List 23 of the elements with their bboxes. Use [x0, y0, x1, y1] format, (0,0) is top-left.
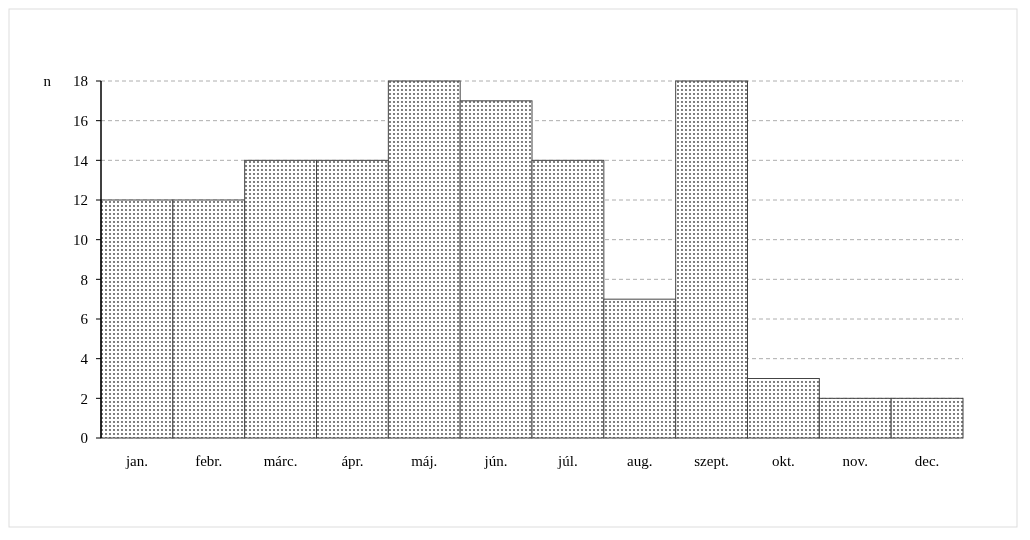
x-tick-label: jan.	[124, 453, 148, 469]
x-tick-label: febr.	[195, 453, 223, 469]
x-tick-label: jún.	[483, 453, 508, 469]
y-tick-label: 8	[80, 271, 88, 288]
x-tick-label: márc.	[263, 453, 298, 469]
x-tick-label: máj.	[411, 453, 438, 469]
x-tick-label: ápr.	[341, 453, 364, 469]
x-tick-label: szept.	[694, 453, 729, 469]
x-tick-label: aug.	[627, 453, 653, 469]
y-tick-label: 2	[80, 390, 88, 407]
y-tick-label: 4	[80, 350, 89, 367]
y-tick-label: 14	[73, 152, 89, 169]
y-tick-label: 16	[73, 112, 89, 129]
y-tick-label: 12	[73, 192, 88, 209]
y-tick-label: 6	[80, 311, 89, 328]
y-tick-label: 18	[73, 73, 88, 90]
x-tick-label: júl.	[557, 453, 578, 469]
y-tick-label: 10	[73, 231, 88, 248]
x-tick-label: okt.	[771, 453, 795, 469]
y-axis-title: n	[43, 73, 52, 90]
x-tick-label: nov.	[842, 453, 868, 469]
x-tick-label: dec.	[914, 453, 940, 469]
y-tick-label: 0	[80, 430, 88, 447]
